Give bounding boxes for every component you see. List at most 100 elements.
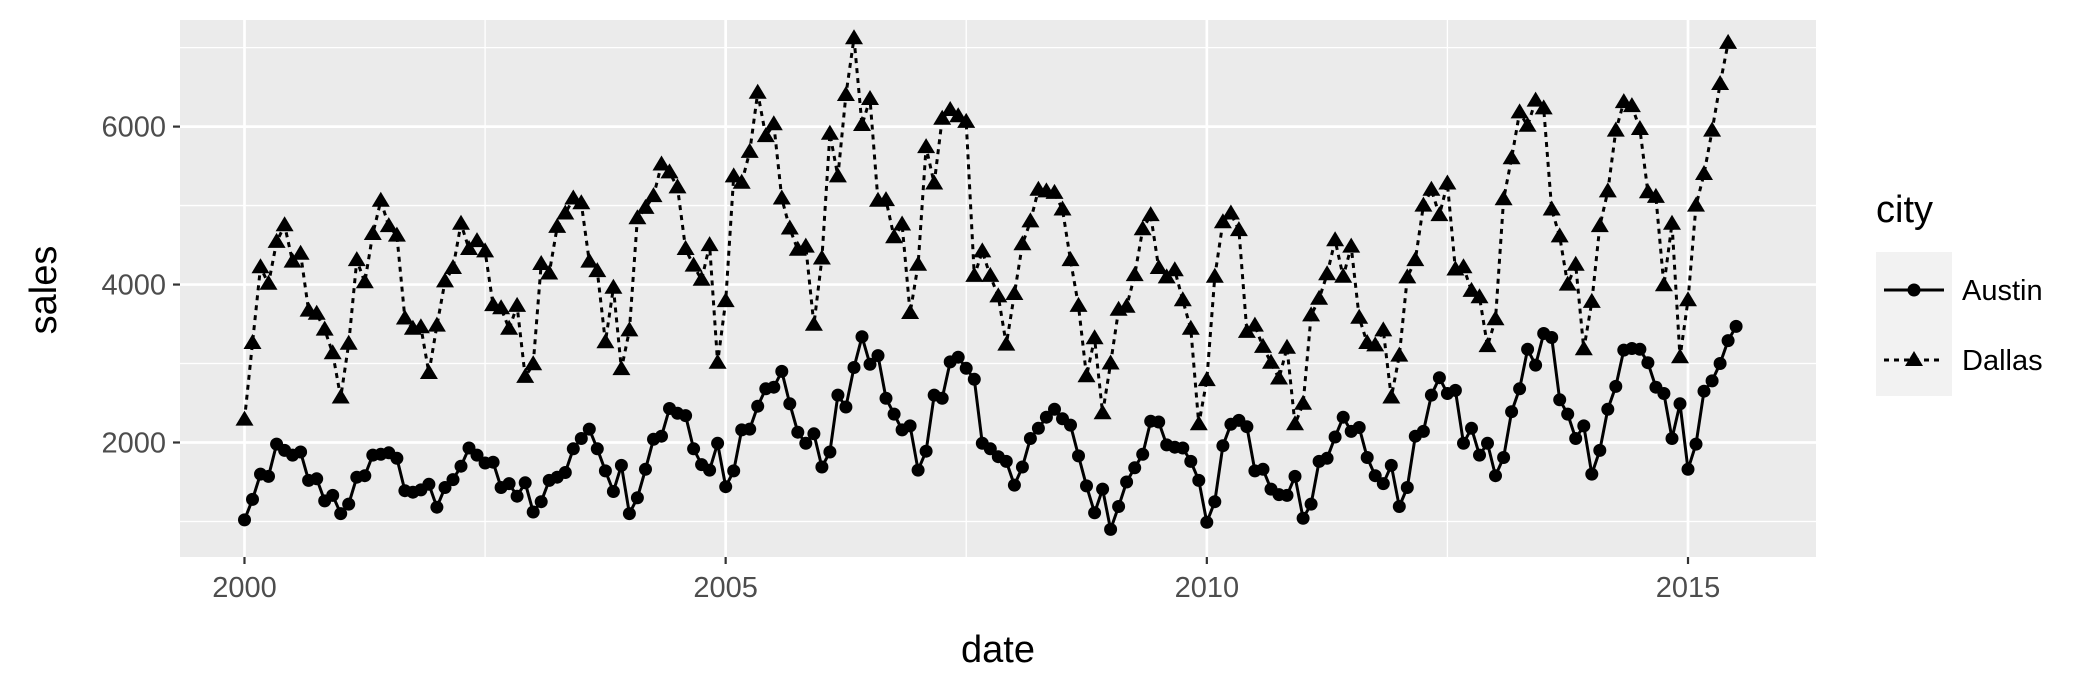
data-point-dallas xyxy=(1590,217,1609,233)
data-point-austin xyxy=(1705,374,1719,388)
x-tick-label: 2015 xyxy=(1656,572,1721,604)
data-point-austin xyxy=(1360,451,1374,464)
data-point-austin xyxy=(1577,419,1591,433)
data-point-dallas xyxy=(1061,251,1080,267)
data-point-dallas xyxy=(588,262,607,278)
data-point-austin xyxy=(1368,469,1382,483)
data-point-austin xyxy=(839,400,853,414)
data-point-dallas xyxy=(885,228,904,244)
data-point-dallas xyxy=(436,272,454,288)
data-point-austin xyxy=(1280,488,1294,502)
data-point-dallas xyxy=(1021,212,1040,228)
data-point-dallas xyxy=(251,258,270,274)
data-point-austin xyxy=(630,491,644,505)
data-point-dallas xyxy=(532,255,551,270)
data-point-austin xyxy=(1104,522,1118,536)
data-point-austin xyxy=(1465,421,1478,435)
data-point-austin xyxy=(1256,462,1270,476)
data-point-austin xyxy=(1481,436,1494,450)
legend-label-dallas: Dallas xyxy=(1962,345,2043,377)
data-point-dallas xyxy=(949,107,968,123)
data-point-austin xyxy=(582,422,596,436)
data-point-austin xyxy=(1320,451,1334,465)
data-point-austin xyxy=(687,442,701,456)
data-point-dallas xyxy=(1294,394,1313,410)
data-point-austin xyxy=(767,380,781,394)
data-point-dallas xyxy=(1117,297,1136,313)
data-point-dallas xyxy=(612,360,631,376)
data-point-dallas xyxy=(1406,251,1425,267)
data-point-dallas xyxy=(1302,306,1321,322)
data-point-dallas xyxy=(1173,291,1192,307)
data-point-austin xyxy=(823,445,837,459)
x-tick-label: 2000 xyxy=(212,572,277,604)
data-point-dallas xyxy=(732,173,751,189)
data-point-dallas xyxy=(877,191,895,207)
data-point-austin xyxy=(1200,515,1214,529)
data-point-dallas xyxy=(636,198,655,214)
data-point-austin xyxy=(1416,424,1430,438)
data-point-dallas xyxy=(411,318,430,334)
data-point-dallas xyxy=(1654,276,1673,292)
data-point-dallas xyxy=(1518,116,1537,132)
data-point-dallas xyxy=(1189,415,1208,431)
data-point-austin xyxy=(1304,497,1318,511)
data-point-dallas xyxy=(1430,206,1449,222)
data-point-dallas xyxy=(508,296,527,312)
data-point-austin xyxy=(1336,410,1350,424)
data-point-dallas xyxy=(1077,367,1096,383)
data-point-austin xyxy=(1721,334,1735,348)
data-point-dallas xyxy=(973,242,992,258)
data-point-austin xyxy=(1352,421,1366,434)
data-point-austin xyxy=(999,454,1013,468)
data-point-austin xyxy=(1545,331,1559,344)
data-point-austin xyxy=(815,460,829,474)
data-point-dallas xyxy=(780,219,799,235)
data-point-dallas xyxy=(323,344,342,360)
data-point-dallas xyxy=(692,270,711,286)
data-point-austin xyxy=(847,361,861,374)
data-point-austin xyxy=(1376,477,1390,491)
data-point-austin xyxy=(1064,418,1077,432)
data-point-dallas xyxy=(684,256,703,272)
data-point-austin xyxy=(310,472,324,486)
data-point-dallas xyxy=(596,333,615,349)
data-point-dallas xyxy=(267,232,286,248)
data-point-dallas xyxy=(387,226,406,242)
data-point-austin xyxy=(1713,357,1727,370)
data-point-dallas xyxy=(1646,187,1665,203)
data-point-dallas xyxy=(1630,120,1649,135)
series-layer xyxy=(235,29,1743,536)
data-point-dallas xyxy=(1494,190,1513,206)
data-point-austin xyxy=(622,507,636,521)
data-point-austin xyxy=(1112,500,1126,513)
data-point-dallas xyxy=(1534,99,1553,115)
data-point-austin xyxy=(1521,342,1535,356)
y-tick-label: 2000 xyxy=(101,427,166,459)
data-point-austin xyxy=(1392,500,1406,513)
data-point-dallas xyxy=(1486,310,1505,326)
data-point-austin xyxy=(1031,421,1045,435)
data-point-dallas xyxy=(1069,296,1088,312)
data-point-austin xyxy=(1080,479,1093,493)
data-point-austin xyxy=(1096,482,1110,496)
data-point-dallas xyxy=(1454,258,1473,274)
data-point-austin xyxy=(727,464,741,478)
data-point-dallas xyxy=(981,266,1000,282)
data-point-dallas xyxy=(1566,255,1585,271)
data-point-austin xyxy=(967,372,981,386)
data-point-dallas xyxy=(668,178,687,194)
data-point-austin xyxy=(1136,447,1150,461)
data-point-dallas xyxy=(1390,346,1409,362)
data-point-dallas xyxy=(572,194,591,210)
data-point-austin xyxy=(1729,319,1743,333)
data-point-dallas xyxy=(1318,265,1337,281)
data-point-austin xyxy=(566,442,580,456)
data-point-austin xyxy=(1424,388,1438,402)
data-point-dallas xyxy=(1671,348,1689,364)
data-point-dallas xyxy=(933,109,952,125)
data-point-austin xyxy=(639,462,652,476)
data-point-austin xyxy=(1432,371,1446,385)
data-point-dallas xyxy=(756,127,775,143)
data-point-dallas xyxy=(772,189,791,205)
